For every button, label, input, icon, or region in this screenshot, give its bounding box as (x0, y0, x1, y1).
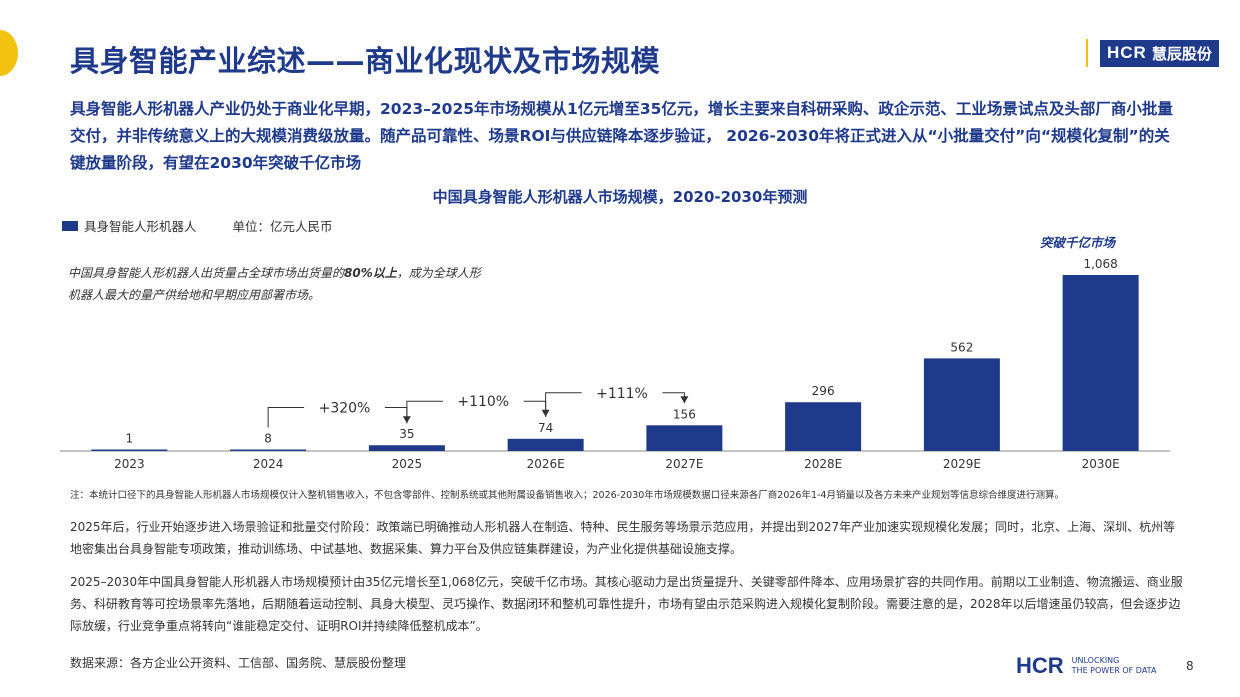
bar-2029E (923, 358, 1000, 451)
growth-label-0: +320% (319, 401, 371, 417)
footer-tagline: UNLOCKING THE POWER OF DATA (1072, 656, 1157, 676)
tagline-line-2: THE POWER OF DATA (1071, 666, 1157, 675)
value-label-2026E: 74 (538, 421, 553, 435)
breakthrough-callout: 突破千亿市场 (1040, 235, 1116, 250)
data-source: 数据来源：各方企业公开资料、工信部、国务院、慧辰股份整理 (70, 656, 407, 670)
bar-2027E (646, 425, 723, 451)
chart-title: 中国具身智能人形机器人市场规模，2020-2030年预测 (432, 188, 808, 206)
tick-label-2025: 2025 (392, 457, 423, 471)
annotation-pre: 中国具身智能人形机器人出货量占全球市场出货量的 (68, 266, 345, 280)
unit-label: 单位：亿元人民币 (232, 219, 333, 234)
value-label-2030E: 1,068 (1083, 257, 1117, 271)
company-logo: HCR 慧辰股份 (1086, 36, 1219, 70)
footer-logo-mark: HCR (1016, 653, 1064, 678)
chart-note: 注：本统计口径下的具身智能人形机器人市场规模仅计入整机销售收入，不包含零部件、控… (70, 490, 1064, 501)
logo-box: HCR 慧辰股份 (1100, 39, 1219, 67)
chart-annotation: 中国具身智能人形机器人出货量占全球市场出货量的80%以上，成为全球人形机器人最大… (68, 262, 488, 306)
value-label-2029E: 562 (950, 340, 973, 354)
tick-label-2027E: 2027E (665, 457, 703, 471)
growth-label-1: +110% (457, 394, 509, 410)
value-label-2024: 8 (264, 432, 272, 446)
bar-2026E (507, 438, 584, 451)
annotation-post: ，成为全球人形机器人最大的量产供给地和早期应用部署市场。 (68, 266, 481, 302)
legend-label: 具身智能人形机器人 (84, 219, 197, 234)
legend-swatch (62, 220, 78, 231)
logo-divider (1086, 39, 1088, 67)
value-label-2027E: 156 (673, 407, 696, 421)
footer-logo: HCR UNLOCKING THE POWER OF DATA (1016, 653, 1156, 679)
paragraph-2: 2025–2030年中国具身智能人形机器人市场规模预计由35亿元增长至1,068… (70, 575, 1183, 633)
tick-label-2028E: 2028E (804, 457, 842, 471)
logo-mark: HCR (1107, 43, 1147, 62)
tick-label-2024: 2024 (253, 457, 284, 471)
value-label-2025: 35 (399, 427, 414, 441)
logo-name: 慧辰股份 (1151, 45, 1212, 63)
page-title: 具身智能产业综述——商业化现状及市场规模 (70, 44, 661, 78)
chart-legend: 具身智能人形机器人 单位：亿元人民币 (62, 216, 333, 235)
bar-2030E (1062, 275, 1139, 451)
tick-label-2026E: 2026E (527, 457, 565, 471)
tick-label-2029E: 2029E (943, 457, 981, 471)
bar-2028E (785, 402, 862, 451)
paragraph-1: 2025年后，行业开始逐步进入场景验证和批量交付阶段：政策端已明确推动人形机器人… (70, 520, 1176, 556)
growth-arrow-2 (680, 396, 689, 404)
bar-2023 (91, 449, 168, 451)
bar-2024 (230, 449, 307, 451)
value-label-2028E: 296 (812, 384, 835, 398)
accent-shape (0, 30, 18, 76)
tick-label-2030E: 2030E (1082, 457, 1120, 471)
bar-2025 (368, 445, 445, 451)
tick-label-2023: 2023 (114, 457, 145, 471)
value-label-2023: 1 (126, 432, 134, 446)
growth-label-2: +111% (596, 386, 648, 402)
tagline-line-1: UNLOCKING (1071, 656, 1120, 665)
summary-text: 具身智能人形机器人产业仍处于商业化早期，2023–2025年市场规模从1亿元增至… (70, 100, 1173, 172)
page-number: 8 (1186, 659, 1194, 673)
annotation-bold: 80%以上 (344, 266, 397, 280)
